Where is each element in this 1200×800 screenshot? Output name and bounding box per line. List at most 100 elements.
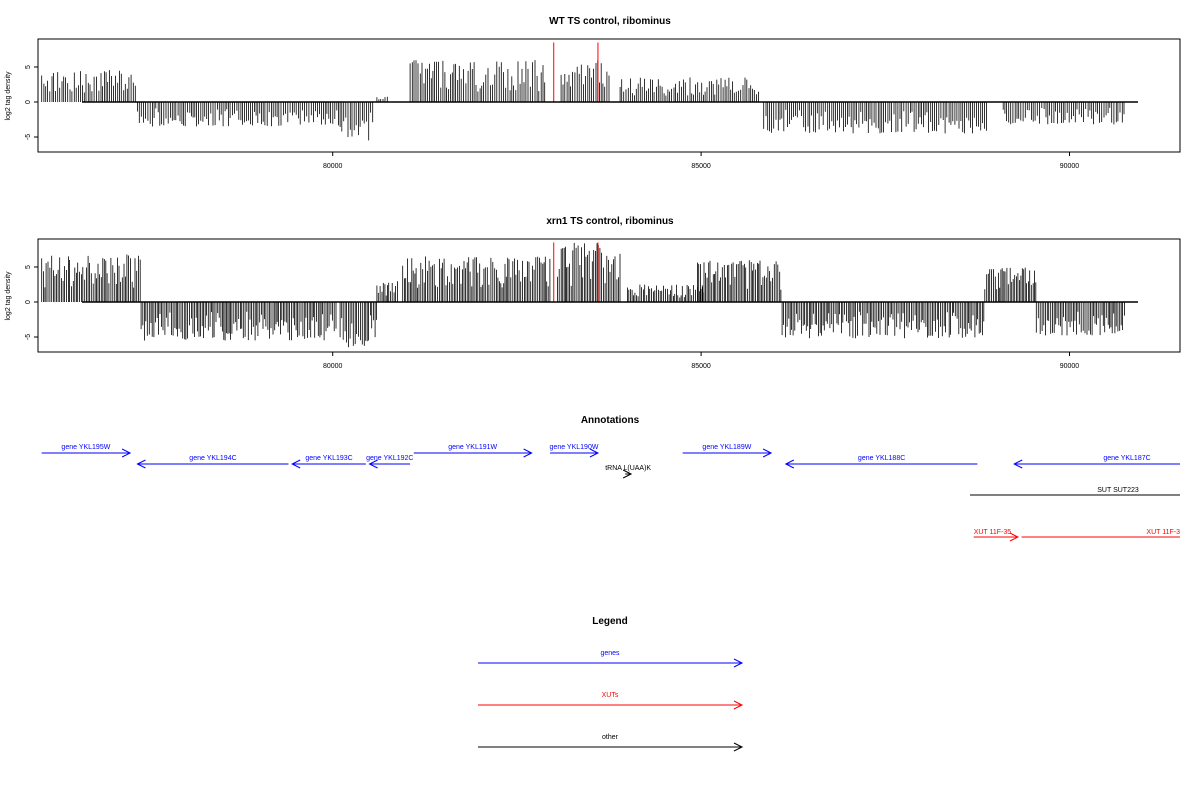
- feature-gene-ykl190w: gene YKL190W: [550, 444, 600, 458]
- feature-label: gene YKL191W: [448, 444, 497, 451]
- signal-bars: [402, 256, 551, 302]
- panel-wt-x-axis: 80000 85000 90000: [323, 152, 1079, 170]
- feature-label: gene YKL192C: [366, 455, 413, 462]
- signal-bars: [376, 96, 388, 102]
- panel-wt-frame: [37, 38, 1181, 153]
- signal-bars: [984, 267, 1037, 302]
- feature-gene-ykl195w: gene YKL195W: [41, 444, 132, 458]
- panel-xrn1: xrn1 TS control, ribominus log2 tag dens…: [5, 216, 1181, 370]
- panel-wt-title: WT TS control, ribominus: [549, 16, 671, 27]
- feature-gene-ykl193c: gene YKL193C: [291, 455, 366, 469]
- y-tick-label: 5: [25, 265, 32, 269]
- panel-wt-peaks: [553, 42, 599, 102]
- arrow-head-right: [1009, 532, 1020, 542]
- panel-xrn1-x-axis: 80000 85000 90000: [323, 352, 1079, 370]
- legend-items: genes XUTs other: [478, 650, 744, 752]
- panel-xrn1-frame: [37, 238, 1181, 353]
- signal-bars: [627, 284, 705, 302]
- feature-label: gene YKL189W: [702, 444, 751, 451]
- legend-label: other: [602, 734, 619, 741]
- signal-bars: [697, 260, 782, 302]
- x-tick-label: 80000: [323, 163, 343, 170]
- signal-bars: [1002, 102, 1125, 125]
- arrow-head-left: [784, 459, 795, 469]
- arrow-head-right: [762, 448, 773, 458]
- x-tick-label: 90000: [1060, 363, 1080, 370]
- legend: Legend genes XUTs other: [478, 616, 744, 752]
- feature-gene-ykl194c: gene YKL194C: [136, 455, 289, 469]
- signal-bars: [376, 281, 398, 302]
- feature-sut-sut223: SUT SUT223: [970, 487, 1180, 496]
- feature-gene-ykl188c: gene YKL188C: [784, 455, 978, 469]
- signal-bars: [619, 77, 759, 102]
- arrow-head-left: [1013, 459, 1023, 469]
- x-tick-label: 80000: [323, 363, 343, 370]
- arrow-head-right: [523, 448, 533, 458]
- feature-label: gene YKL194C: [189, 455, 236, 462]
- panel-xrn1-y-axis: -5 0 5: [25, 265, 38, 340]
- legend-label: XUTs: [602, 692, 619, 699]
- x-tick-label: 85000: [691, 163, 711, 170]
- legend-arrow: [733, 700, 744, 710]
- feature-xut-11f-35: XUT 11F-35: [973, 529, 1020, 542]
- legend-item-xuts: XUTs: [478, 692, 744, 710]
- feature-label: XUT 11F-3: [1146, 529, 1180, 536]
- signal-bars: [137, 102, 339, 127]
- legend-item-genes: genes: [478, 650, 744, 668]
- feature-label: tRNA L(UAA)K: [605, 465, 651, 472]
- annotation-features: gene YKL195W gene YKL194C gene YKL193C gene…: [41, 444, 1180, 542]
- signal-bars: [763, 102, 987, 134]
- feature-xut-11f-3: XUT 11F-3: [1021, 529, 1180, 538]
- x-tick-label: 90000: [1060, 163, 1080, 170]
- signal-bars: [41, 70, 136, 102]
- feature-trna-l-uaa-k: tRNA L(UAA)K: [605, 465, 651, 479]
- feature-label: gene YKL195W: [61, 444, 110, 451]
- feature-label: SUT SUT223: [1097, 487, 1139, 494]
- signal-bars: [1035, 302, 1125, 336]
- feature-gene-ykl187c: gene YKL187C: [1013, 455, 1180, 469]
- feature-gene-ykl189w: gene YKL189W: [682, 444, 773, 458]
- panel-wt-signal: [41, 60, 1125, 141]
- arrow-head-right: [121, 448, 132, 458]
- feature-label: XUT 11F-35: [974, 529, 1012, 536]
- signal-bars: [339, 102, 374, 141]
- feature-label: gene YKL193C: [305, 455, 352, 462]
- signal-bars: [41, 254, 141, 302]
- signal-bars: [557, 242, 621, 302]
- panel-xrn1-signal: [41, 242, 1125, 348]
- panel-xrn1-peaks: [553, 242, 599, 302]
- signal-bars: [781, 302, 985, 339]
- y-tick-label: 5: [25, 65, 32, 69]
- annotations-title: Annotations: [581, 415, 640, 426]
- panel-wt: WT TS control, ribominus log2 tag densit…: [5, 16, 1181, 170]
- arrow-head-left: [136, 459, 146, 469]
- arrow-head-right: [622, 469, 633, 479]
- y-tick-label: 0: [25, 100, 32, 104]
- legend-title: Legend: [592, 616, 628, 627]
- feature-gene-ykl191w: gene YKL191W: [413, 444, 533, 458]
- signal-bars: [140, 302, 337, 341]
- y-tick-label: -5: [25, 334, 32, 340]
- y-tick-label: 0: [25, 300, 32, 304]
- legend-arrow: [733, 658, 744, 668]
- arrow-head-left: [368, 459, 378, 469]
- feature-gene-ykl192c: gene YKL192C: [366, 455, 413, 469]
- panel-wt-y-axis: -5 0 5: [25, 65, 38, 140]
- panel-xrn1-title: xrn1 TS control, ribominus: [546, 216, 674, 227]
- arrow-head-right: [589, 448, 600, 458]
- legend-arrow: [733, 742, 744, 752]
- feature-label: gene YKL187C: [1103, 455, 1150, 462]
- signal-bars: [339, 302, 377, 348]
- feature-label: gene YKL188C: [858, 455, 905, 462]
- panel-wt-ylabel: log2 tag density: [5, 71, 12, 121]
- legend-label: genes: [600, 650, 620, 657]
- panel-xrn1-ylabel: log2 tag density: [5, 271, 12, 321]
- feature-label: gene YKL190W: [550, 444, 599, 451]
- signal-bars: [560, 60, 610, 102]
- legend-item-other: other: [478, 734, 744, 752]
- arrow-head-left: [291, 459, 301, 469]
- x-tick-label: 85000: [691, 363, 711, 370]
- y-tick-label: -5: [25, 134, 32, 140]
